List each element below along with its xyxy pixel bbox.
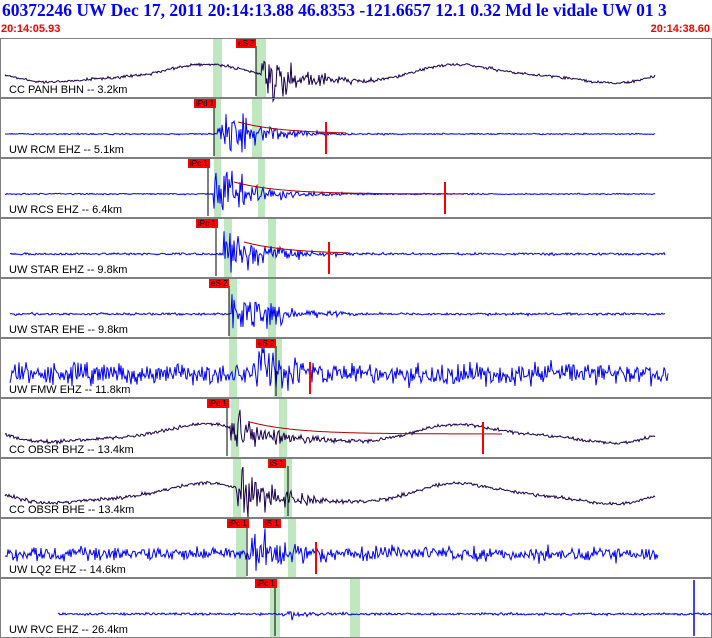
- header-bar: 60372246 UW Dec 17, 2011 20:14:13.88 46.…: [0, 0, 712, 38]
- coda-decay-curve: [237, 121, 346, 134]
- station-label: UW STAR EHE -- 9.8km: [9, 324, 128, 336]
- pick-label[interactable]: iPd 1: [194, 99, 217, 108]
- window-band: [233, 459, 241, 517]
- waveform-trace: [4, 409, 656, 447]
- station-label: UW FMW EHZ -- 11.8km: [9, 384, 131, 396]
- window-band: [252, 99, 262, 157]
- waveform-trace: [9, 346, 669, 391]
- waveform-trace: [4, 60, 656, 103]
- pick-label[interactable]: iPc 1: [188, 159, 210, 168]
- waveform-trace: [9, 294, 666, 329]
- pick-label[interactable]: iPc 1: [196, 219, 218, 228]
- window-band: [229, 339, 237, 397]
- window-band: [224, 219, 232, 277]
- window-band: [236, 519, 246, 577]
- station-label: UW RCS EHZ -- 6.4km: [9, 204, 123, 216]
- pick-label[interactable]: iPc 1: [255, 579, 277, 588]
- waveform-trace: [4, 528, 659, 571]
- pick-label[interactable]: eS 2: [236, 39, 257, 48]
- station-label: UW RCM EHZ -- 5.1km: [9, 144, 124, 156]
- pick-label[interactable]: iS 1: [263, 519, 281, 528]
- coda-decay-curve: [243, 241, 348, 254]
- waveform-trace: [4, 466, 656, 518]
- window-band: [213, 39, 222, 97]
- coda-decay-curve: [233, 181, 464, 195]
- trace-panel[interactable]: [0, 158, 712, 218]
- station-label: UW RVC EHZ -- 26.4km: [9, 624, 128, 636]
- station-label: CC OBSR BHE -- 13.4km: [9, 504, 135, 516]
- seismogram-plot[interactable]: [0, 38, 712, 638]
- end-time-label: 20:14:38.60: [650, 23, 710, 35]
- station-label: CC OBSR BHZ -- 13.4km: [9, 444, 134, 456]
- pick-label[interactable]: iPc 1: [227, 519, 249, 528]
- waveform-trace: [57, 610, 712, 621]
- pick-label[interactable]: iPc 1: [207, 399, 229, 408]
- pick-label[interactable]: iS 1: [268, 459, 286, 468]
- station-label: UW STAR EHZ -- 9.8km: [9, 264, 128, 276]
- start-time-label: 20:14:05.93: [1, 23, 61, 35]
- window-band: [214, 99, 221, 157]
- station-label: CC PANH BHN -- 3.2km: [9, 84, 128, 96]
- window-band: [229, 279, 237, 337]
- pick-label[interactable]: eS 2: [256, 339, 277, 348]
- waveform-trace: [9, 231, 666, 273]
- window-band: [214, 159, 221, 217]
- pick-label[interactable]: eS 2: [209, 279, 230, 288]
- window-band: [288, 519, 296, 577]
- window-band: [350, 579, 360, 637]
- waveform-trace: [4, 113, 656, 153]
- window-band: [256, 39, 266, 97]
- waveform-trace: [4, 170, 656, 211]
- window-band: [268, 279, 276, 337]
- window-band: [231, 399, 239, 457]
- coda-decay-curve: [249, 421, 502, 435]
- station-label: UW LQ2 EHZ -- 14.6km: [9, 564, 126, 576]
- trace-panel[interactable]: [0, 518, 712, 578]
- event-title: 60372246 UW Dec 17, 2011 20:14:13.88 46.…: [2, 0, 667, 20]
